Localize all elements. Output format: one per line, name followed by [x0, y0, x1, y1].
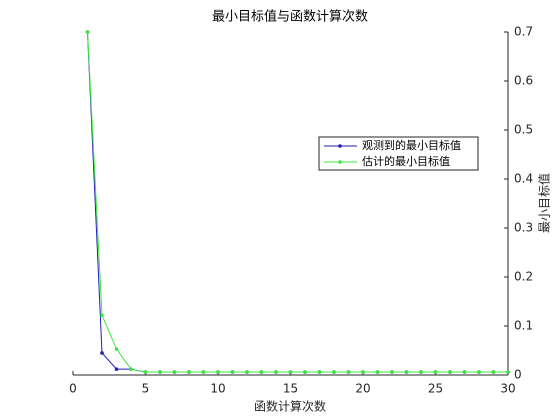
point	[187, 370, 191, 374]
y-tick-label: 0.5	[514, 123, 533, 137]
point	[375, 370, 380, 374]
point	[259, 370, 264, 374]
point	[172, 370, 177, 374]
chart-title: 最小目标值与函数计算次数	[212, 9, 368, 25]
point	[288, 370, 293, 374]
point	[361, 370, 365, 374]
point	[404, 370, 409, 374]
point	[201, 370, 206, 374]
point	[477, 370, 481, 374]
point	[346, 370, 351, 374]
point	[419, 370, 423, 374]
point	[390, 370, 394, 374]
x-tick-label: 20	[355, 382, 370, 396]
y-tick-label: 0.4	[514, 172, 533, 186]
point	[230, 370, 235, 374]
y-tick-label: 0.2	[514, 270, 533, 284]
point	[143, 370, 148, 374]
y-tick-label: 0	[514, 368, 522, 382]
series-line	[87, 31, 508, 373]
legend-marker	[338, 144, 342, 148]
x-axis-label: 函数计算次数	[254, 399, 326, 414]
y-tick-label: 0.7	[514, 25, 533, 39]
point	[100, 351, 104, 355]
y-tick-label: 0.6	[514, 74, 533, 88]
point	[433, 370, 438, 374]
point	[332, 370, 336, 374]
point	[462, 370, 467, 374]
point	[114, 367, 119, 371]
x-tick-label: 15	[283, 382, 298, 396]
point	[245, 370, 249, 374]
point	[85, 30, 90, 34]
point	[491, 370, 496, 374]
point	[317, 370, 322, 374]
y-axis-label: 最小目标值	[537, 173, 552, 233]
legend-box	[318, 136, 479, 171]
y-tick-label: 0.3	[514, 221, 533, 235]
point	[114, 347, 119, 351]
x-tick-label: 5	[142, 382, 150, 396]
x-tick-label: 30	[500, 382, 515, 396]
point	[303, 370, 307, 374]
point	[129, 367, 133, 371]
legend-label: 观测到的最小目标值	[362, 138, 461, 152]
series-line	[87, 31, 508, 373]
x-tick-label: 25	[428, 382, 443, 396]
x-tick-label: 10	[210, 382, 225, 396]
y-tick-label: 0.1	[514, 319, 533, 333]
point	[274, 370, 278, 374]
point	[216, 370, 220, 374]
legend-marker	[338, 160, 342, 164]
legend-label: 估计的最小目标值	[362, 154, 450, 168]
point	[100, 313, 104, 318]
point	[506, 370, 510, 374]
point	[448, 370, 452, 374]
point	[158, 370, 162, 374]
x-tick-label: 0	[69, 382, 77, 396]
